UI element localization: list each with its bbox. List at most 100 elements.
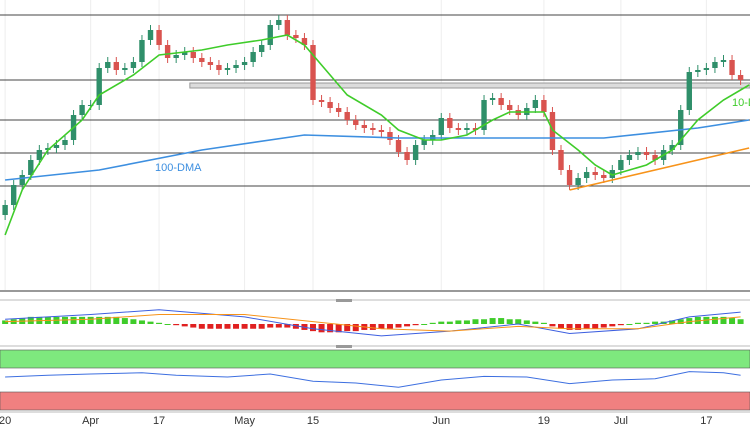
macd-bar xyxy=(2,320,9,324)
candle-body xyxy=(421,140,427,145)
candle-body xyxy=(224,68,231,70)
x-tick-label: May xyxy=(234,415,255,427)
candle-body xyxy=(447,118,453,128)
candle-body xyxy=(489,98,496,100)
macd-bar xyxy=(207,324,214,329)
macd-bar xyxy=(395,324,402,328)
candle-body xyxy=(147,30,154,40)
rsi-zone xyxy=(0,391,750,411)
annotation: 100-DMA xyxy=(155,162,202,174)
macd-bar xyxy=(506,319,513,324)
annotation: 10-DMA xyxy=(732,97,750,109)
x-tick-label: 17 xyxy=(153,415,165,427)
candle-body xyxy=(79,105,85,115)
candle-body xyxy=(464,128,470,130)
candle-body xyxy=(729,60,735,75)
macd-bar xyxy=(121,318,128,324)
x-tick-label: Apr xyxy=(82,415,99,427)
macd-bar xyxy=(617,324,624,326)
candle-body xyxy=(62,140,68,145)
candle-body xyxy=(105,62,111,68)
indicator-line xyxy=(4,34,750,236)
macd-bar xyxy=(258,324,265,329)
macd-bar xyxy=(652,321,659,324)
candle-body xyxy=(182,52,188,55)
macd-bar xyxy=(309,324,316,332)
candle-body xyxy=(96,68,102,105)
macd-bar xyxy=(515,319,522,324)
candle-body xyxy=(626,155,633,160)
macd-bar xyxy=(96,316,103,324)
macd-bar xyxy=(489,318,496,324)
macd-bar xyxy=(327,324,334,333)
candle-body xyxy=(601,175,607,178)
candle-body xyxy=(712,62,718,68)
candle-body xyxy=(395,140,402,152)
indicator-line xyxy=(5,371,741,388)
x-tick-label: 20 xyxy=(0,415,11,427)
candle-body xyxy=(87,105,94,106)
candle-body xyxy=(558,150,564,170)
macd-bar xyxy=(540,322,547,324)
candle-body xyxy=(216,65,222,70)
candle-body xyxy=(438,118,444,135)
indicator-line xyxy=(5,119,750,181)
macd-bar xyxy=(267,324,274,328)
candle-body xyxy=(686,72,692,110)
candle-body xyxy=(404,152,410,160)
macd-bar xyxy=(87,316,94,324)
macd-bar xyxy=(711,316,718,324)
candle-body xyxy=(2,205,8,215)
candle-body xyxy=(720,60,727,62)
macd-bar xyxy=(446,321,453,324)
candle-body xyxy=(284,20,291,35)
macd-bar xyxy=(130,319,137,324)
candle-body xyxy=(335,108,342,112)
macd-bar xyxy=(369,324,376,330)
macd-bar xyxy=(558,324,565,329)
macd-bar xyxy=(404,324,411,327)
macd-bar xyxy=(592,324,599,329)
macd-bar xyxy=(344,324,351,332)
candle-body xyxy=(164,45,171,58)
candle-body xyxy=(190,52,196,58)
candle-body xyxy=(618,160,624,170)
candle-body xyxy=(387,132,393,140)
candle-body xyxy=(267,25,273,45)
macd-bar xyxy=(224,324,231,329)
candle-body xyxy=(293,35,299,38)
macd-bar xyxy=(352,324,359,332)
resize-grip xyxy=(336,299,352,302)
macd-bar xyxy=(481,319,488,324)
macd-bar xyxy=(600,324,607,328)
macd-bar xyxy=(669,320,676,324)
macd-bar xyxy=(173,324,180,326)
candle-body xyxy=(481,100,487,130)
candle-body xyxy=(592,172,598,175)
macd-bar xyxy=(455,320,462,324)
candle-body xyxy=(361,125,368,128)
candle-body xyxy=(113,62,120,70)
candle-body xyxy=(575,178,581,185)
indicator-line xyxy=(5,314,741,332)
candle-body xyxy=(130,62,137,68)
macd-bar xyxy=(609,324,616,327)
macd-bar xyxy=(241,324,248,329)
candle-body xyxy=(609,170,616,178)
candle-body xyxy=(695,70,701,72)
macd-bar xyxy=(429,322,436,324)
candle-body xyxy=(541,100,547,112)
candle-body xyxy=(301,38,308,45)
macd-bar xyxy=(720,316,727,324)
macd-bar xyxy=(113,316,120,324)
candle-body xyxy=(207,62,214,65)
candle-body xyxy=(233,65,239,68)
macd-bar xyxy=(292,324,299,329)
macd-bar xyxy=(147,321,154,324)
candle-body xyxy=(258,45,265,52)
macd-bar xyxy=(318,324,325,333)
macd-bar xyxy=(284,324,291,328)
macd-bar xyxy=(643,322,650,324)
macd-bar xyxy=(190,324,197,328)
x-tick-label: Jun xyxy=(432,415,450,427)
